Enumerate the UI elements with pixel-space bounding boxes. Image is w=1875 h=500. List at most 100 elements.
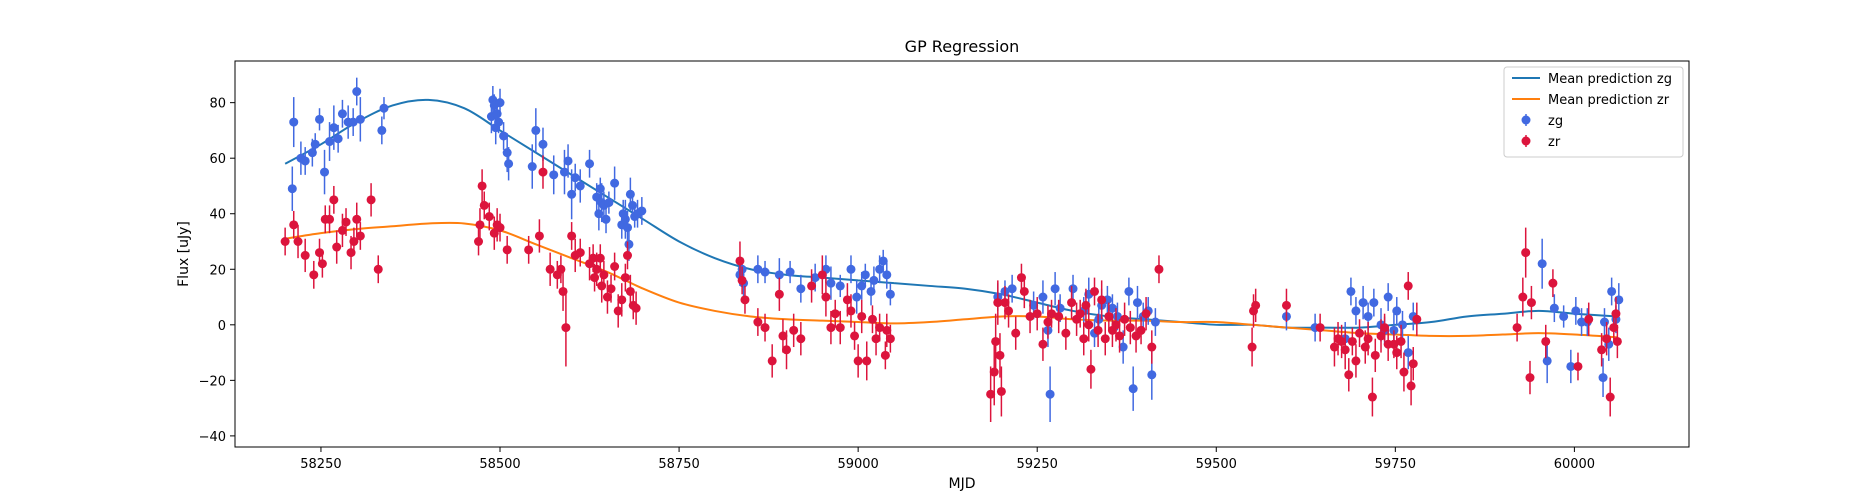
data-point-zr	[842, 295, 852, 305]
data-point-zg	[348, 117, 358, 127]
data-point-zg	[623, 223, 633, 233]
data-point-zr	[620, 273, 630, 283]
data-point-zr	[502, 245, 512, 255]
data-point-zr	[796, 334, 806, 344]
data-point-zr	[1043, 317, 1053, 327]
data-point-zg	[1118, 342, 1128, 352]
data-point-zr	[1363, 334, 1373, 344]
data-point-zr	[1344, 370, 1354, 380]
legend-zr-line-label: Mean prediction zr	[1548, 93, 1670, 108]
data-point-zg	[610, 178, 620, 188]
data-point-zr	[1067, 298, 1077, 308]
data-point-zg	[846, 264, 856, 274]
data-point-zr	[1061, 328, 1071, 338]
data-point-zr	[846, 306, 856, 316]
data-point-zg	[810, 273, 820, 283]
data-point-zg	[1559, 311, 1569, 321]
data-point-zg	[1107, 303, 1117, 313]
data-point-zr	[1526, 298, 1536, 308]
data-point-zg	[1124, 286, 1134, 296]
data-point-zr	[1125, 323, 1135, 333]
data-point-zr	[735, 256, 745, 266]
data-point-zg	[1050, 284, 1060, 294]
data-point-zr	[1584, 314, 1594, 324]
legend: Mean prediction zg Mean prediction zr zg…	[1503, 66, 1684, 158]
data-point-zr	[782, 345, 792, 355]
data-point-zr	[789, 325, 799, 335]
data-point-zg	[337, 109, 347, 119]
data-point-zr	[1329, 342, 1339, 352]
data-point-zg	[1358, 298, 1368, 308]
data-point-zr	[1100, 334, 1110, 344]
data-point-zr	[986, 389, 996, 399]
data-point-zr	[567, 231, 577, 241]
data-point-zg	[1607, 286, 1617, 296]
data-point-zg	[1038, 292, 1048, 302]
data-point-zr	[1351, 356, 1361, 366]
y-tick-label: −20	[199, 374, 226, 389]
data-point-zr	[1347, 336, 1357, 346]
chart-title: GP Regression	[905, 37, 1020, 56]
data-point-zr	[1115, 331, 1125, 341]
data-point-zr	[475, 220, 485, 230]
x-tick-label: 59750	[1375, 457, 1416, 472]
data-point-zr	[996, 386, 1006, 396]
x-tick-label: 58500	[479, 457, 520, 472]
data-point-zg	[355, 114, 365, 124]
data-point-zr	[349, 237, 359, 247]
data-point-zr	[613, 306, 623, 316]
data-point-zr	[1521, 248, 1531, 258]
y-tick-label: −40	[199, 430, 226, 445]
legend-zg-label: zg	[1548, 114, 1563, 129]
data-point-zg	[575, 181, 585, 191]
data-point-zg	[1346, 286, 1356, 296]
data-point-zr	[807, 281, 817, 291]
data-point-zr	[1081, 300, 1091, 310]
data-point-zg	[835, 281, 845, 291]
data-point-zg	[329, 123, 339, 133]
data-point-zg	[882, 270, 892, 280]
data-point-zg	[1055, 303, 1065, 313]
data-point-zr	[995, 350, 1005, 360]
y-axis-label: Flux [uJy]	[176, 221, 192, 287]
data-point-zr	[1032, 309, 1042, 319]
data-point-zg	[1128, 384, 1138, 394]
data-point-zr	[1412, 314, 1422, 324]
data-point-zr	[1605, 392, 1615, 402]
data-point-zr	[1367, 392, 1377, 402]
data-point-zr	[1079, 334, 1089, 344]
data-point-zg	[869, 275, 879, 285]
data-point-zg	[527, 162, 537, 172]
data-point-zr	[617, 295, 627, 305]
data-point-zr	[1541, 336, 1551, 346]
data-point-zr	[853, 356, 863, 366]
data-point-zr	[1147, 342, 1157, 352]
data-point-zg	[796, 284, 806, 294]
data-point-zr	[1337, 336, 1347, 346]
data-point-zr	[1611, 309, 1621, 319]
y-tick-label: 20	[209, 263, 226, 278]
data-point-zg	[1566, 361, 1576, 371]
data-point-zr	[373, 264, 383, 274]
data-point-zr	[289, 220, 299, 230]
data-point-zg	[494, 117, 504, 127]
data-point-zr	[1136, 325, 1146, 335]
y-axis: −40 −20 0 20 40 60 80	[199, 97, 235, 445]
data-point-zg	[1383, 292, 1393, 302]
data-point-zg	[315, 114, 325, 124]
data-point-zr	[857, 311, 867, 321]
data-point-zr	[767, 356, 777, 366]
data-point-zr	[484, 212, 494, 222]
data-point-zr	[1399, 367, 1409, 377]
x-tick-label: 58250	[300, 457, 341, 472]
data-point-zg	[625, 189, 635, 199]
legend-zg-marker	[1521, 115, 1531, 125]
data-point-zg	[875, 264, 885, 274]
data-point-zg	[760, 267, 770, 277]
data-point-zr	[588, 253, 598, 263]
data-point-zr	[1512, 323, 1522, 333]
legend-zg-line-label: Mean prediction zg	[1548, 72, 1672, 87]
data-point-zg	[852, 292, 862, 302]
data-point-zg	[1392, 306, 1402, 316]
